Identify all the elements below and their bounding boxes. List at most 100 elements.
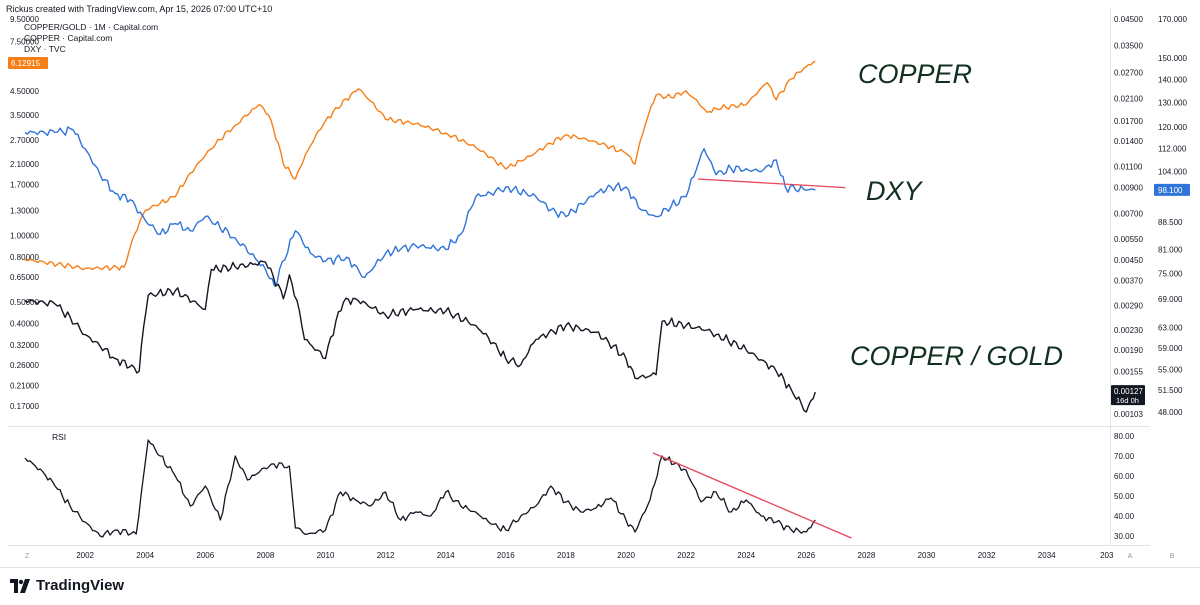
dxy-axis-tick: 69.000 [1158, 295, 1183, 304]
time-axis-corner-right: A [1128, 553, 1133, 560]
time-axis-tick: 2004 [136, 551, 154, 560]
copper-gold-axis-tick: 0.00900 [1114, 183, 1143, 192]
dxy-last-badge: 98.100 [1154, 183, 1190, 196]
copper-gold-axis-tick: 0.01400 [1114, 137, 1143, 146]
rsi-axis-tick: 30.00 [1114, 532, 1135, 541]
left-axis-tick: 0.80000 [10, 253, 39, 262]
legend-dxy: DXY · TVC [24, 44, 66, 54]
dxy-axis-tick: 81.000 [1158, 245, 1183, 254]
left-axis-tick: 3.50000 [10, 111, 39, 120]
dxy-axis-tick: 120.000 [1158, 123, 1187, 132]
price-series [24, 60, 816, 413]
svg-text:16d 0h: 16d 0h [1116, 396, 1139, 405]
rsi-line [24, 439, 816, 538]
legend-copper: COPPER · Capital.com [24, 33, 112, 43]
time-axis-tick: 2020 [617, 551, 635, 560]
legend-copper-gold: COPPER/GOLD · 1M · Capital.com [24, 22, 158, 32]
dxy-axis: 170.000 150.000 140.000 130.000 120.000 112.0… [1158, 15, 1187, 417]
rsi-axis-tick: 40.00 [1114, 512, 1135, 521]
rsi-trendline[interactable] [652, 452, 852, 539]
left-axis-tick: 0.26000 [10, 361, 39, 370]
chart-background [0, 0, 1200, 567]
credit-text: Rickus created with TradingView.com, Apr… [6, 4, 272, 14]
copper-gold-axis-tick: 0.00190 [1114, 346, 1143, 355]
left-axis-tick: 0.65000 [10, 273, 39, 282]
svg-text:0.00127: 0.00127 [1114, 387, 1143, 396]
time-axis-corner-left: Z [25, 553, 30, 560]
rsi-series [24, 439, 816, 538]
time-axis-tick: 2006 [196, 551, 214, 560]
dxy-axis-tick: 55.000 [1158, 366, 1183, 375]
footer-bar: TradingView [0, 567, 1200, 605]
left-axis-tick: 1.70000 [10, 181, 39, 190]
time-axis-tick: 2030 [918, 551, 936, 560]
left-axis-tick: 9.50000 [10, 15, 39, 24]
dxy-axis-tick: 63.000 [1158, 323, 1183, 332]
left-axis: 9.500007.500005.900004.500003.500002.700… [10, 15, 39, 411]
copper-gold-axis-tick: 0.03500 [1114, 41, 1143, 50]
dxy-axis-tick: 130.000 [1158, 98, 1187, 107]
copper-gold-axis-tick: 0.00550 [1114, 235, 1143, 244]
rsi-axis-tick: 50.00 [1114, 492, 1135, 501]
time-axis-tick: 2032 [978, 551, 996, 560]
trendlines [652, 178, 852, 539]
time-axis-tick: 2034 [1038, 551, 1056, 560]
left-axis-tick: 0.21000 [10, 382, 39, 391]
dxy-axis-tick: 48.000 [1158, 408, 1183, 417]
copper-gold-axis-tick: 0.02700 [1114, 68, 1143, 77]
left-axis-tick: 0.17000 [10, 402, 39, 411]
left-axis-tick: 0.50000 [10, 298, 39, 307]
series-line-dxy [24, 126, 816, 287]
left-axis-tick: 0.32000 [10, 341, 39, 350]
dxy-axis-tick: 112.000 [1158, 145, 1187, 154]
copper-last-badge: 6.12915 [8, 57, 48, 69]
dxy-axis-tick: 104.000 [1158, 168, 1187, 177]
tradingview-brand: TradingView [36, 577, 125, 594]
copper-gold-axis-tick: 0.01700 [1114, 117, 1143, 126]
svg-text:98.100: 98.100 [1158, 186, 1183, 195]
rsi-axis-tick: 60.00 [1114, 472, 1135, 481]
time-axis-tick: 2018 [557, 551, 575, 560]
series-line-copper-gold [24, 260, 816, 413]
time-axis-tick: 203 [1100, 551, 1114, 560]
series-line-copper [24, 60, 816, 271]
rsi-axis: 80.00 70.00 60.00 50.00 40.00 30.00 [1114, 432, 1135, 541]
dxy-axis-tick: 51.500 [1158, 386, 1183, 395]
rsi-axis-tick: 70.00 [1114, 452, 1135, 461]
annotation-copper: COPPER [858, 59, 972, 89]
tradingview-logo-icon [10, 578, 30, 593]
copper-gold-axis-tick: 0.00103 [1114, 410, 1143, 419]
left-axis-tick: 2.70000 [10, 136, 39, 145]
time-axis-tick: 2014 [437, 551, 455, 560]
time-axis-tick: 2016 [497, 551, 515, 560]
time-axis-tick: 2002 [76, 551, 94, 560]
left-axis-tick: 4.50000 [10, 87, 39, 96]
copper-gold-axis-tick: 0.00230 [1114, 326, 1143, 335]
rsi-axis-tick: 80.00 [1114, 432, 1135, 441]
annotation-copper-gold: COPPER / GOLD [850, 341, 1063, 371]
dxy-axis-tick: 59.000 [1158, 344, 1183, 353]
copper-gold-axis-tick: 0.04500 [1114, 15, 1143, 24]
dxy-axis-tick: 140.000 [1158, 75, 1187, 84]
time-axis-tick: 2010 [317, 551, 335, 560]
time-axis: 2002 2004 2006 2008 2010 2012 2014 2016 2018 2020… [25, 551, 1175, 560]
time-axis-tick: 2008 [257, 551, 275, 560]
time-axis-tick: 2028 [858, 551, 876, 560]
copper-gold-axis-tick: 0.00450 [1114, 256, 1143, 265]
dxy-axis-tick: 88.500 [1158, 218, 1183, 227]
time-axis-corner-far: B [1170, 553, 1175, 560]
copper-gold-axis-tick: 0.00155 [1114, 367, 1143, 376]
time-axis-tick: 2026 [797, 551, 815, 560]
annotation-dxy: DXY [866, 176, 924, 206]
left-axis-tick: 2.10000 [10, 160, 39, 169]
dxy-trendline[interactable] [698, 178, 846, 189]
left-axis-tick: 1.30000 [10, 206, 39, 215]
rsi-label: RSI [52, 432, 66, 442]
time-axis-tick: 2012 [377, 551, 395, 560]
dxy-axis-tick: 170.000 [1158, 15, 1187, 24]
left-axis-tick: 1.00000 [10, 232, 39, 241]
copper-gold-axis: 0.04500 0.03500 0.02700 0.02100 0.01700 0.014… [1114, 15, 1143, 419]
copper-gold-axis-tick: 0.00370 [1114, 276, 1143, 285]
